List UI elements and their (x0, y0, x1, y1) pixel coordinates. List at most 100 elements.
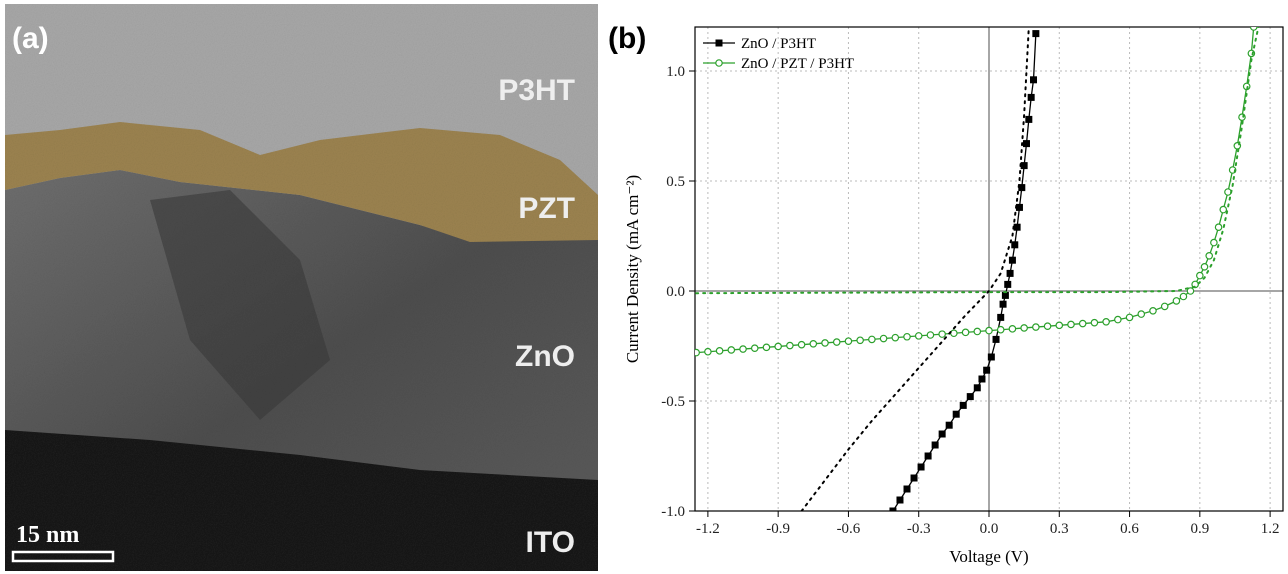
marker (869, 336, 875, 342)
scale-bar-label: 15 nm (16, 522, 79, 548)
marker (967, 393, 974, 400)
marker (1009, 326, 1015, 332)
marker (1014, 224, 1021, 231)
marker (787, 342, 793, 348)
layer-label: PZT (518, 192, 575, 225)
marker (993, 336, 1000, 343)
legend-marker (716, 40, 723, 47)
marker (1215, 224, 1221, 230)
marker (1021, 325, 1027, 331)
marker (1007, 270, 1014, 277)
marker (953, 411, 960, 418)
marker (951, 330, 957, 336)
marker (892, 334, 898, 340)
marker (1201, 264, 1207, 270)
legend-marker (716, 60, 722, 66)
marker (822, 340, 828, 346)
marker (1056, 322, 1062, 328)
marker (763, 344, 769, 350)
marker (911, 475, 918, 482)
marker (1033, 324, 1039, 330)
marker (1225, 189, 1231, 195)
marker (857, 337, 863, 343)
marker (1011, 241, 1018, 248)
marker (932, 442, 939, 449)
marker (1161, 303, 1167, 309)
marker (693, 349, 699, 355)
marker (728, 347, 734, 353)
marker (1030, 76, 1037, 83)
marker (946, 422, 953, 429)
marker (1211, 239, 1217, 245)
y-tick-label: -0.5 (661, 394, 685, 410)
grid (695, 27, 1283, 511)
marker (752, 345, 758, 351)
marker (1032, 30, 1039, 37)
marker (997, 314, 1004, 321)
series-line (893, 34, 1036, 511)
x-tick-label: -0.9 (766, 521, 790, 537)
marker (1044, 323, 1050, 329)
x-axis-label: Voltage (V) (949, 547, 1028, 566)
layer-label: ZnO (515, 340, 575, 373)
marker (1197, 272, 1203, 278)
marker (1028, 94, 1035, 101)
x-tick-label: -0.6 (837, 521, 861, 537)
marker (775, 343, 781, 349)
dark-curve (802, 27, 1029, 511)
marker (1023, 140, 1030, 147)
legend-label: ZnO / PZT / P3HT (741, 56, 854, 72)
marker (998, 327, 1004, 333)
x-tick-label: -1.2 (696, 521, 720, 537)
marker (705, 349, 711, 355)
x-tick-label: 0.6 (1120, 521, 1139, 537)
marker (1009, 257, 1016, 264)
marker (880, 335, 886, 341)
marker (1068, 321, 1074, 327)
marker (904, 334, 910, 340)
legend-label: ZnO / P3HT (741, 36, 816, 52)
marker (740, 346, 746, 352)
marker (916, 333, 922, 339)
marker (1180, 293, 1186, 299)
marker (716, 348, 722, 354)
marker (927, 332, 933, 338)
x-tick-label: 0.0 (980, 521, 999, 537)
series-line (696, 27, 1254, 353)
marker (1126, 314, 1132, 320)
marker (1138, 311, 1144, 317)
marker (1000, 301, 1007, 308)
marker (1004, 281, 1011, 288)
y-tick-label: 0.5 (666, 174, 685, 190)
marker (925, 453, 932, 460)
marker (1103, 319, 1109, 325)
marker (1021, 162, 1028, 169)
panel-label: (b) (608, 22, 646, 55)
marker (1251, 24, 1257, 30)
marker (810, 341, 816, 347)
marker (974, 328, 980, 334)
x-tick-label: 0.3 (1050, 521, 1069, 537)
figure: (a) P3HT PZT ZnO ITO 15 nm (b) Voltage (… (0, 0, 1288, 574)
marker (845, 338, 851, 344)
marker (1080, 320, 1086, 326)
marker (983, 367, 990, 374)
y-tick-label: 0.0 (666, 284, 685, 300)
y-axis-label: Current Density (mA cm⁻²) (623, 175, 642, 363)
marker (978, 376, 985, 383)
x-tick-label: 1.2 (1261, 521, 1280, 537)
marker (986, 327, 992, 333)
marker (974, 384, 981, 391)
y-tick-label: 1.0 (666, 64, 685, 80)
marker (1091, 319, 1097, 325)
y-tick-label: -1.0 (661, 504, 685, 520)
marker (798, 341, 804, 347)
marker (1220, 206, 1226, 212)
marker (939, 431, 946, 438)
marker (988, 354, 995, 361)
layer-label: ITO (526, 526, 575, 559)
layer-label: P3HT (498, 74, 575, 107)
marker (1206, 253, 1212, 259)
x-tick-label: 0.9 (1190, 521, 1209, 537)
x-tick-label: -0.3 (907, 521, 931, 537)
